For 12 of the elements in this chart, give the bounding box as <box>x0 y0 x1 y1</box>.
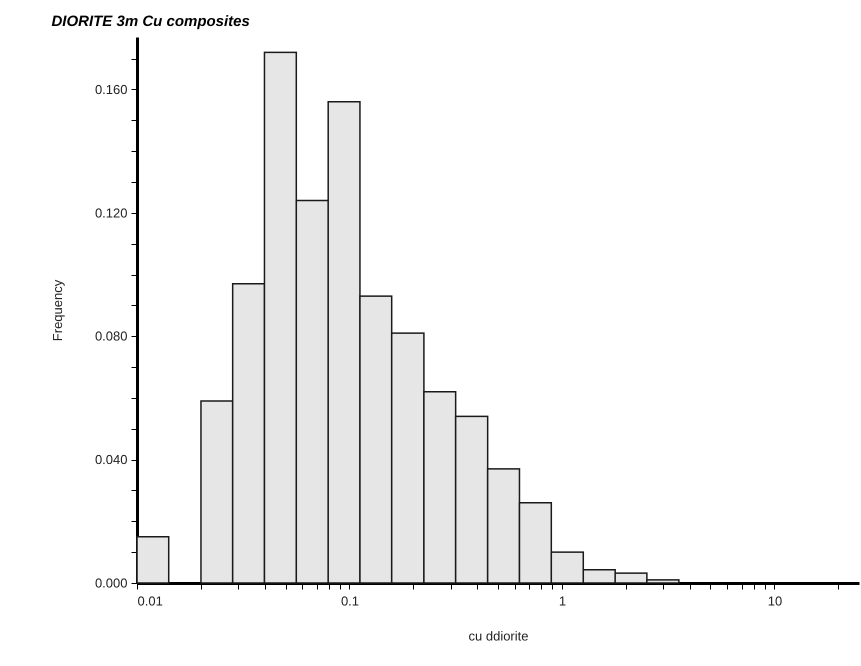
y-tick-label: 0.000 <box>94 576 128 590</box>
x-axis-title: cu ddiorite <box>468 628 528 644</box>
y-tick-label: 0.080 <box>94 328 128 344</box>
y-axis-title: Frequency <box>50 279 65 342</box>
x-tick-label: 0.1 <box>340 594 360 608</box>
chart-title: DIORITE 3m Cu composites <box>51 13 250 30</box>
x-tick-label: 0.01 <box>138 594 163 608</box>
y-tick-label: 0.120 <box>94 205 128 220</box>
y-tick-label: 0.040 <box>94 452 128 468</box>
x-tick-label: 10 <box>768 594 782 608</box>
x-tick-label: 1 <box>558 594 566 608</box>
y-tick-label: 0.160 <box>94 82 128 97</box>
